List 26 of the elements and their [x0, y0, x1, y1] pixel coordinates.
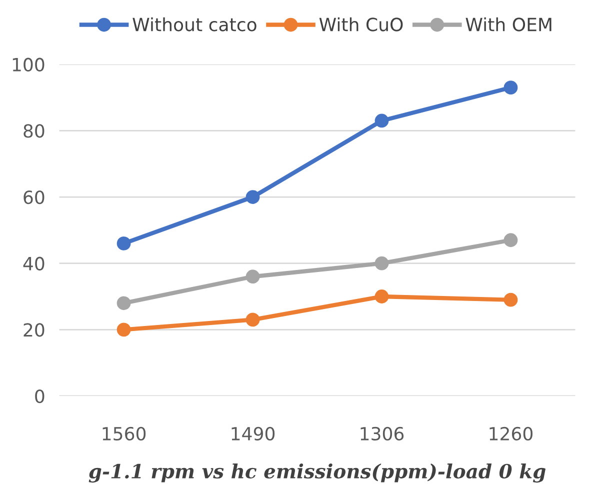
legend-label: With OEM — [466, 17, 552, 32]
point — [374, 114, 389, 128]
x-tick-label: 1260 — [490, 426, 532, 441]
x-tick-label: 1560 — [102, 426, 146, 441]
y-tick-label: 20 — [24, 323, 44, 337]
point — [504, 80, 518, 95]
legend-label: With CuO — [319, 17, 403, 32]
point — [116, 322, 131, 337]
point — [246, 312, 260, 327]
point — [504, 292, 518, 307]
point — [246, 190, 260, 204]
y-tick-label: 40 — [23, 256, 44, 270]
y-tick-label: 60 — [24, 190, 44, 204]
point — [116, 296, 131, 310]
point — [504, 233, 518, 248]
x-tick-label: 1490 — [232, 426, 275, 441]
x-axis-title: g-1.1 rpm vs hc emissions(ppm)-load 0 kg — [88, 463, 546, 483]
x-tick-label: 1306 — [360, 426, 404, 441]
legend-label: Without catco — [132, 17, 256, 32]
point — [116, 236, 131, 250]
y-tick-label: 80 — [24, 124, 44, 138]
y-tick-label: 100 — [12, 58, 44, 72]
y-tick-label: 0 — [35, 389, 44, 404]
point — [374, 256, 389, 270]
point — [374, 290, 389, 304]
point — [246, 270, 260, 284]
